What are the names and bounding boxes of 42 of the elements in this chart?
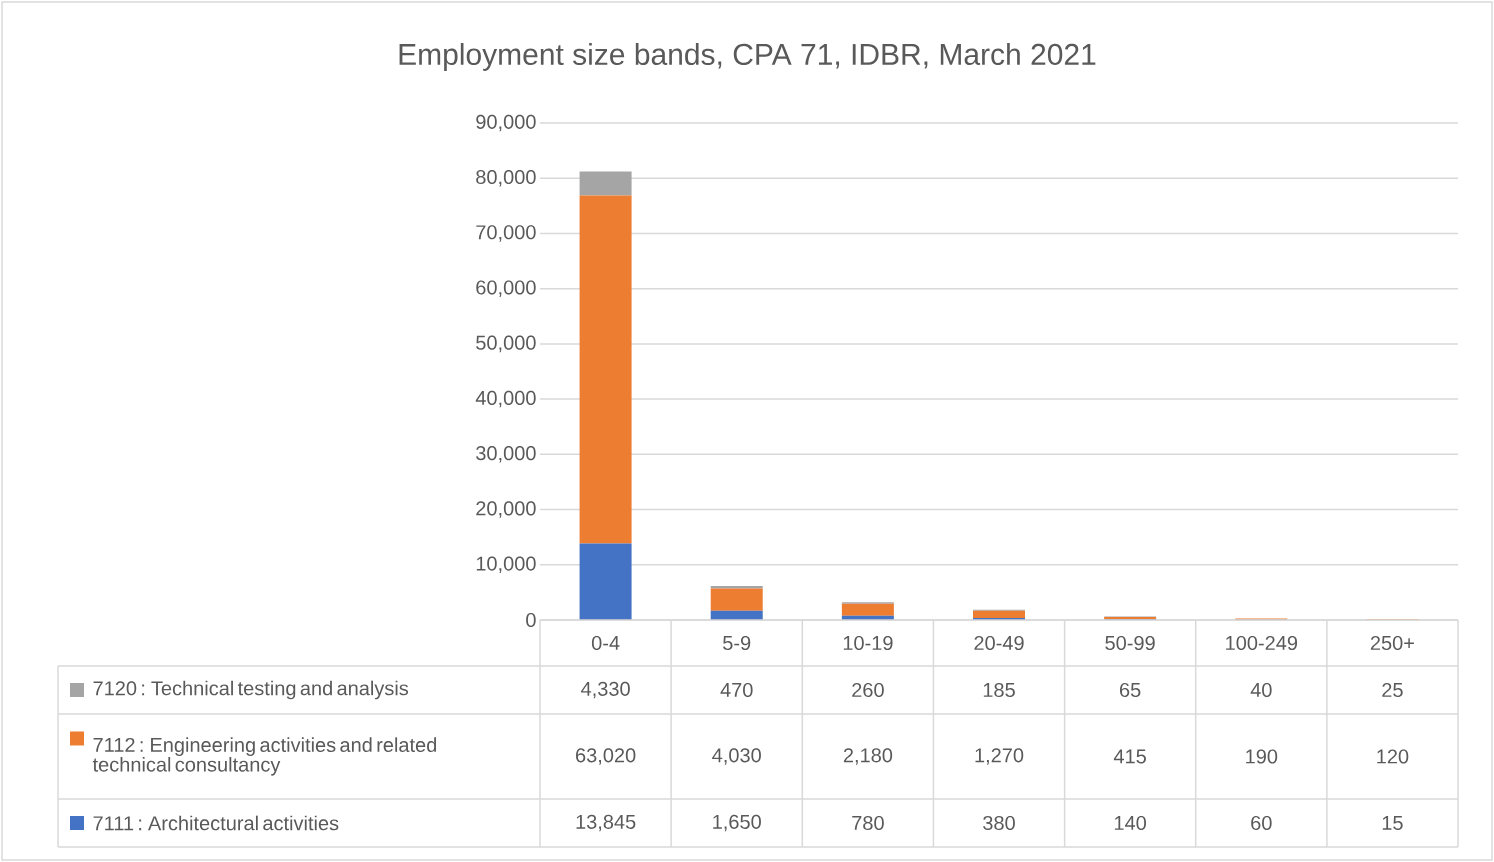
y-tick-label: 40,000 <box>475 390 536 408</box>
data-label: 185 <box>983 682 1015 698</box>
data-label: 2,180 <box>843 748 893 765</box>
data-label: 1,650 <box>713 814 761 832</box>
data-label: 13,845 <box>576 814 636 832</box>
legend-label: 7120 : Technical testing and analysis <box>93 680 409 700</box>
y-tick-label: 70,000 <box>476 225 536 242</box>
data-label: 63,020 <box>576 748 636 765</box>
data-label: 15 <box>1382 816 1403 830</box>
data-label: 120 <box>1377 749 1409 764</box>
data-label: 65 <box>1120 682 1141 698</box>
data-label: 4,330 <box>581 681 630 699</box>
chart-title: Employment size bands, CPA 71, IDBR, March 2021 <box>399 43 1096 71</box>
data-label: 25 <box>1382 682 1403 698</box>
data-label: 40 <box>1250 682 1272 698</box>
data-label: 780 <box>852 815 884 831</box>
x-tick-label: 100-249 <box>1226 635 1298 651</box>
data-label: 60 <box>1251 815 1272 831</box>
x-tick-label: 250+ <box>1370 635 1414 651</box>
x-tick-label: 5-9 <box>723 635 751 651</box>
y-tick-label: 0 <box>526 612 536 628</box>
y-tick-label: 60,000 <box>476 280 536 297</box>
legend-label: 7112 : Engineering activities and related technical consultancy <box>92 737 437 776</box>
data-label: 260 <box>852 682 884 698</box>
x-tick-label: 20-49 <box>974 635 1024 651</box>
data-label: 4,030 <box>712 748 761 765</box>
x-tick-label: 10-19 <box>843 635 893 651</box>
y-tick-label: 80,000 <box>476 169 536 187</box>
data-label: 140 <box>1114 815 1146 831</box>
data-label: 470 <box>720 682 753 698</box>
x-tick-label: 50-99 <box>1105 635 1155 651</box>
y-tick-label: 90,000 <box>476 114 536 132</box>
legend-label: 7111 : Architectural activities <box>93 815 339 831</box>
data-label: 190 <box>1246 749 1278 764</box>
y-tick-label: 50,000 <box>476 335 536 353</box>
y-tick-label: 20,000 <box>476 501 536 518</box>
data-label: 380 <box>983 815 1015 831</box>
x-tick-label: 0-4 <box>591 635 620 651</box>
y-tick-label: 30,000 <box>476 446 536 463</box>
data-label: 1,270 <box>975 748 1024 765</box>
data-label: 415 <box>1113 749 1146 764</box>
y-tick-label: 10,000 <box>476 556 536 574</box>
